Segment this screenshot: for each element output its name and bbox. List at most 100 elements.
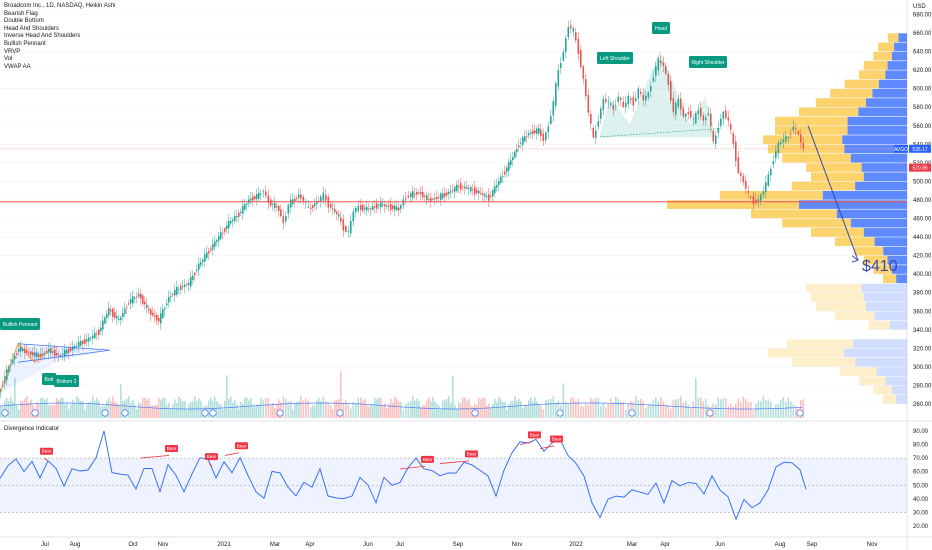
volume-bar bbox=[360, 397, 362, 418]
candle-body bbox=[246, 203, 248, 205]
candle-body bbox=[84, 339, 86, 344]
volume-bar bbox=[762, 396, 765, 418]
volume-bar bbox=[305, 398, 307, 418]
time-axis-label: Nov bbox=[158, 542, 169, 548]
candle-body bbox=[637, 88, 640, 99]
volume-bar bbox=[396, 398, 398, 418]
volume-profile-up-bar bbox=[791, 357, 856, 367]
volume-bar bbox=[655, 397, 657, 418]
volume-profile-up-bar bbox=[787, 339, 853, 349]
candle-body bbox=[675, 102, 677, 115]
volume-bar bbox=[114, 401, 116, 418]
event-marker-icon bbox=[276, 409, 284, 417]
candle-body bbox=[542, 133, 545, 142]
volume-bar bbox=[374, 397, 376, 418]
candle-body bbox=[244, 204, 246, 210]
candle-body bbox=[368, 208, 370, 210]
volume-profile-down-bar bbox=[861, 163, 907, 172]
candle-body bbox=[538, 127, 540, 134]
indicator-inverse-head-and-shoulders[interactable]: Inverse Head And Shoulders bbox=[4, 33, 81, 40]
volume-bar bbox=[585, 403, 587, 418]
candle-body bbox=[240, 211, 242, 213]
volume-profile-up-bar bbox=[873, 265, 892, 274]
candle-body bbox=[156, 315, 158, 321]
candle-body bbox=[700, 108, 702, 117]
volume-bar bbox=[260, 397, 262, 418]
candle-body bbox=[282, 216, 285, 224]
volume-profile-down-bar bbox=[844, 144, 907, 154]
price-tick-label: 460.00 bbox=[913, 217, 932, 223]
oscillator-tick-label: 50.00 bbox=[913, 483, 929, 489]
candle-body bbox=[642, 94, 645, 101]
candle-body bbox=[72, 346, 74, 350]
candle-body bbox=[325, 194, 327, 201]
candle-body bbox=[310, 207, 312, 209]
volume-bar bbox=[14, 377, 16, 418]
candle-body bbox=[18, 348, 20, 352]
oscillator-title[interactable]: Divergence Indicator bbox=[4, 426, 60, 432]
volume-bar bbox=[56, 397, 58, 418]
indicator-vrvp[interactable]: VRVP bbox=[4, 48, 21, 55]
candle-body bbox=[66, 350, 68, 354]
candle-body bbox=[270, 199, 272, 206]
indicator-head-and-shoulders[interactable]: Head And Shoulders bbox=[4, 25, 60, 32]
candle-body bbox=[44, 352, 46, 354]
candle-body bbox=[550, 116, 552, 124]
volume-profile-up-bar bbox=[815, 98, 866, 107]
oscillator-tick-label: 90.00 bbox=[913, 429, 929, 435]
volume-bar bbox=[8, 400, 10, 418]
candle-body bbox=[26, 350, 28, 353]
volume-bar bbox=[530, 397, 532, 418]
price-tick-label: 280.00 bbox=[913, 383, 932, 389]
candle-body bbox=[206, 252, 208, 258]
candle-body bbox=[570, 25, 572, 29]
volume-bar bbox=[50, 405, 52, 418]
volume-profile-up-bar bbox=[782, 153, 851, 163]
volume-bar bbox=[448, 396, 450, 418]
volume-bar bbox=[622, 401, 625, 418]
symbol-title[interactable]: Broadcom Inc., 1D, NASDAQ, Heikin Ashi bbox=[4, 3, 116, 9]
event-marker-icon bbox=[101, 409, 109, 417]
candle-body bbox=[727, 117, 730, 121]
price-axis-label-text: 520.86 bbox=[912, 166, 928, 172]
candle-body bbox=[366, 206, 368, 211]
candle-body bbox=[697, 110, 700, 114]
volume-bar bbox=[310, 407, 312, 418]
volume-bar bbox=[506, 409, 508, 418]
candle-body bbox=[705, 117, 707, 120]
volume-bar bbox=[160, 399, 162, 418]
candle-body bbox=[760, 194, 762, 201]
indicator-double-bottom[interactable]: Double Bottom bbox=[4, 18, 44, 25]
candle-body bbox=[360, 205, 362, 210]
volume-bar bbox=[780, 400, 782, 418]
volume-bar bbox=[690, 408, 692, 418]
candle-body bbox=[416, 192, 418, 195]
volume-bar bbox=[800, 400, 802, 418]
indicator-vwap[interactable]: VWAP AA bbox=[4, 63, 31, 70]
volume-bar bbox=[516, 400, 518, 418]
head-and-shoulders-pattern bbox=[599, 50, 716, 138]
candle-body bbox=[214, 241, 216, 247]
candle-body bbox=[597, 120, 600, 127]
candle-body bbox=[432, 198, 434, 200]
candle-body bbox=[300, 194, 302, 199]
candle-body bbox=[480, 193, 482, 194]
volume-bar bbox=[220, 405, 222, 418]
volume-bar bbox=[246, 397, 248, 418]
indicator-bearish-flag[interactable]: Bearish Flag bbox=[4, 10, 38, 17]
candle-body bbox=[518, 145, 520, 148]
indicator-bullish-pennant[interactable]: Bullish Pennant bbox=[4, 40, 46, 47]
volume-bar bbox=[562, 383, 565, 418]
candle-body bbox=[110, 309, 112, 312]
volume-bar bbox=[182, 401, 184, 418]
volume-bar bbox=[682, 402, 685, 418]
indicator-vol[interactable]: Vol bbox=[4, 56, 13, 63]
candle-body bbox=[418, 192, 420, 194]
volume-profile-up-bar bbox=[839, 367, 877, 376]
volume-bar bbox=[190, 402, 192, 418]
volume-profile-up-bar bbox=[835, 311, 875, 321]
event-marker-icon bbox=[201, 409, 209, 417]
volume-profile-down-bar bbox=[896, 395, 907, 404]
candle-body bbox=[108, 308, 110, 316]
